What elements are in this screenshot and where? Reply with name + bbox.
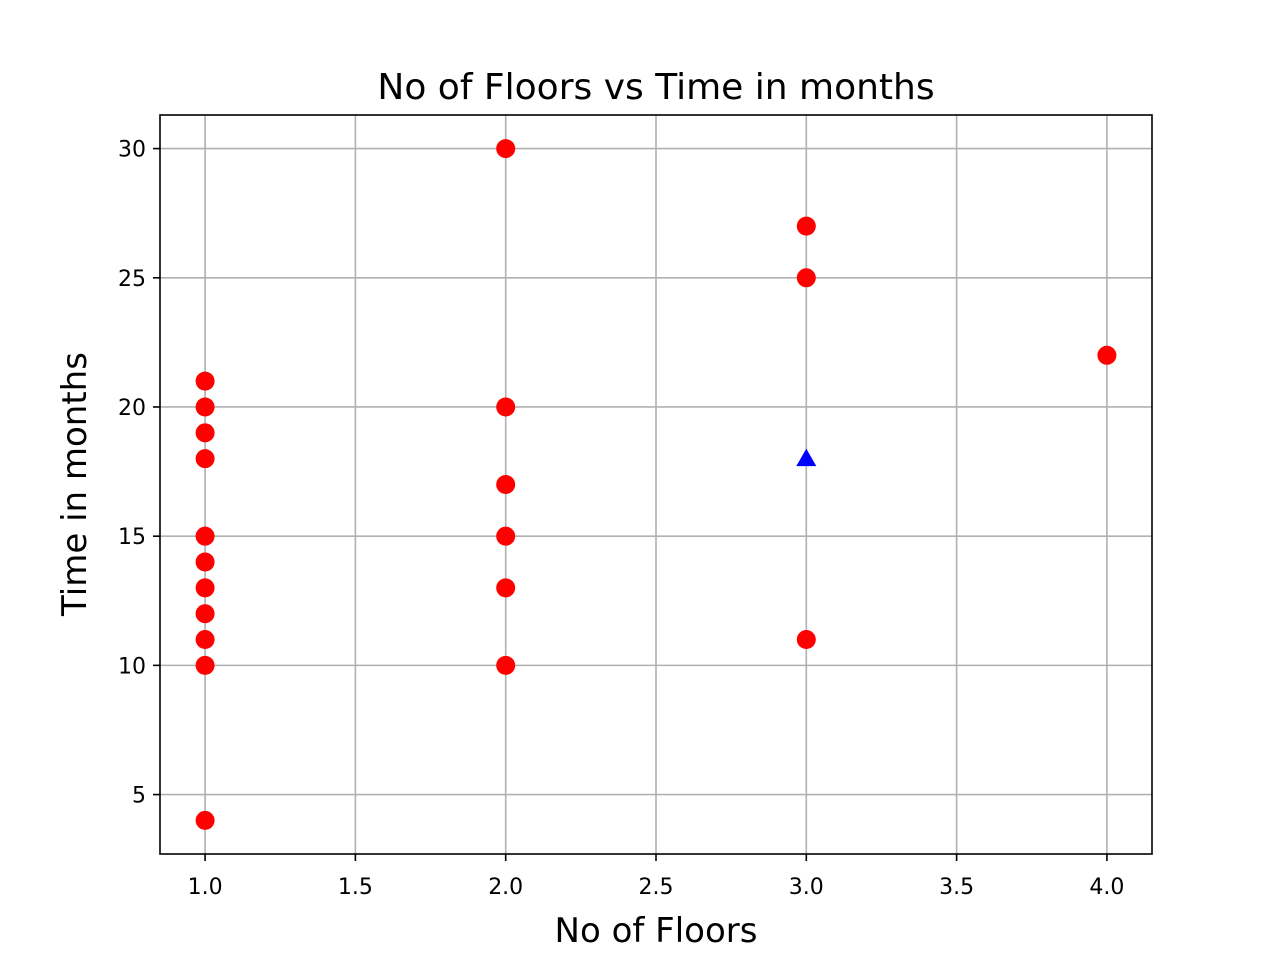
grid bbox=[160, 115, 1152, 854]
data-point bbox=[796, 268, 816, 288]
x-tick-label: 1.5 bbox=[338, 875, 373, 900]
data-point bbox=[195, 604, 215, 624]
data-point bbox=[496, 526, 516, 546]
x-axis-label: No of Floors bbox=[555, 911, 758, 951]
data-point bbox=[1097, 345, 1117, 365]
y-tick-label: 5 bbox=[132, 784, 146, 809]
data-point bbox=[796, 630, 816, 650]
data-point bbox=[195, 578, 215, 598]
x-tick-label: 3.5 bbox=[939, 875, 974, 900]
data-point bbox=[496, 397, 516, 417]
data-point bbox=[195, 423, 215, 443]
x-tick-label: 4.0 bbox=[1089, 875, 1124, 900]
data-point bbox=[195, 397, 215, 417]
y-tick-label: 10 bbox=[118, 654, 146, 679]
x-tick-label: 1.0 bbox=[188, 875, 223, 900]
data-point bbox=[195, 526, 215, 546]
data-point bbox=[496, 655, 516, 675]
data-points bbox=[195, 139, 1117, 830]
y-tick-label: 15 bbox=[118, 525, 146, 550]
x-tick-label: 3.0 bbox=[789, 875, 824, 900]
data-point bbox=[796, 216, 816, 236]
data-point bbox=[496, 578, 516, 598]
data-point bbox=[195, 630, 215, 650]
y-axis-label: Time in months bbox=[55, 352, 95, 617]
y-tick-label: 20 bbox=[118, 396, 146, 421]
data-point bbox=[496, 139, 516, 159]
chart-title: No of Floors vs Time in months bbox=[377, 67, 934, 108]
data-point bbox=[195, 371, 215, 391]
x-tick-label: 2.0 bbox=[488, 875, 523, 900]
y-tick-label: 25 bbox=[118, 267, 146, 292]
data-point bbox=[195, 655, 215, 675]
ticks: 1.0 1.5 2.0 2.5 3.0 3.5 4.0 5 10 15 20 25 30 bbox=[118, 138, 1124, 900]
data-point bbox=[195, 449, 215, 469]
plot-frame bbox=[159, 114, 1153, 855]
data-point-triangle bbox=[796, 448, 817, 467]
y-tick-label: 30 bbox=[118, 138, 146, 163]
data-point bbox=[195, 810, 215, 830]
data-point bbox=[496, 475, 516, 494]
data-point bbox=[195, 552, 215, 572]
x-tick-label: 2.5 bbox=[639, 875, 674, 900]
